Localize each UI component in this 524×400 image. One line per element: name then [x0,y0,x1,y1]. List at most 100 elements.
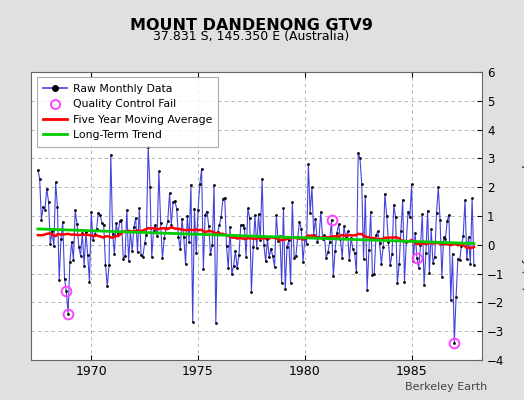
Point [149,228,158,234]
Point [108,230,117,237]
Point [213,229,222,236]
Point [224,265,233,272]
Point [365,246,373,253]
Point [434,184,442,190]
Point [132,214,140,221]
Point [324,249,332,256]
Point [400,279,409,285]
Point [254,211,263,218]
Point [199,266,208,272]
Point [256,236,265,243]
Point [60,276,69,282]
Point [45,198,53,205]
Point [133,249,141,256]
Point [64,311,72,317]
Point [55,277,63,283]
Point [53,204,62,210]
Point [201,211,210,218]
Point [137,252,145,258]
Point [169,198,177,205]
Point [409,258,418,265]
Point [402,239,410,246]
Point [446,297,455,303]
Text: Berkeley Earth: Berkeley Earth [405,382,487,392]
Point [115,218,124,224]
Point [297,225,305,232]
Point [311,216,320,222]
Point [328,216,336,223]
Point [278,280,286,286]
Point [227,271,236,278]
Point [283,244,291,250]
Point [119,256,127,263]
Point [73,220,81,227]
Point [151,222,159,228]
Point [459,233,467,239]
Point [163,218,172,224]
Point [287,280,295,286]
Point [212,319,220,326]
Point [235,252,243,258]
Point [368,272,377,278]
Point [215,222,224,228]
Point [288,199,297,205]
Point [80,262,89,269]
Point [195,181,204,188]
Legend: Raw Monthly Data, Quality Control Fail, Five Year Moving Average, Long-Term Tren: Raw Monthly Data, Quality Control Fail, … [37,78,219,147]
Point [431,254,439,260]
Point [176,246,184,252]
Point [345,257,354,264]
Y-axis label: Temperature Anomaly (°C): Temperature Anomaly (°C) [521,142,524,290]
Point [238,222,247,228]
Point [466,260,475,267]
Point [130,224,138,230]
Point [418,211,427,218]
Point [395,261,403,268]
Point [414,265,423,271]
Point [432,210,441,216]
Point [404,208,412,215]
Point [135,205,144,212]
Point [263,236,271,242]
Point [379,244,387,251]
Point [174,234,183,240]
Point [361,192,369,199]
Point [296,219,304,225]
Text: 37.831 S, 145.350 E (Australia): 37.831 S, 145.350 E (Australia) [154,30,350,43]
Point [384,239,392,245]
Point [251,212,259,218]
Point [443,218,451,224]
Point [172,206,181,212]
Point [407,181,416,188]
Point [274,238,282,244]
Point [77,252,85,259]
Point [183,213,192,219]
Point [57,236,65,242]
Point [281,286,289,292]
Point [293,234,302,240]
Point [89,236,97,243]
Point [356,155,364,162]
Point [83,251,92,258]
Point [267,246,275,252]
Point [124,258,133,264]
Point [370,270,378,277]
Point [464,234,473,240]
Point [181,261,190,267]
Point [454,256,462,262]
Point [87,209,95,216]
Point [194,207,202,214]
Point [155,168,163,174]
Point [146,184,154,190]
Point [166,190,174,196]
Point [112,220,121,226]
Point [37,216,46,223]
Point [411,230,419,236]
Point [91,230,99,237]
Point [198,166,206,172]
Point [315,234,323,240]
Point [100,222,108,228]
Point [48,228,56,235]
Point [461,197,469,203]
Point [292,252,300,259]
